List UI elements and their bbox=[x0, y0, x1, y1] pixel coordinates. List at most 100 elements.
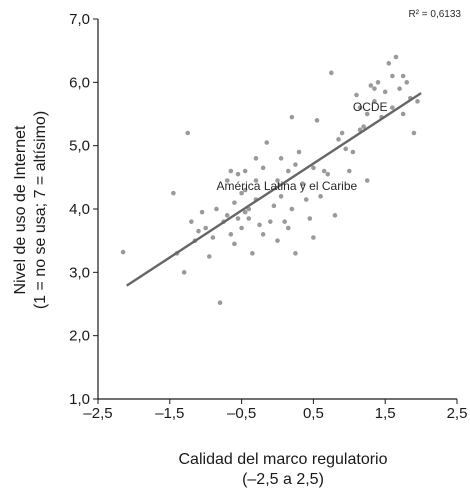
x-tick-label: 1,5 bbox=[375, 405, 396, 422]
r-squared-label: R² = 0,6133 bbox=[408, 9, 461, 20]
data-point bbox=[397, 86, 402, 91]
y-axis-title-line2: (1 = no se usa; 7 = altísimo) bbox=[32, 111, 49, 309]
data-point bbox=[339, 130, 345, 136]
data-point bbox=[224, 213, 230, 218]
x-tick-label: –0,5 bbox=[227, 405, 256, 422]
data-point bbox=[253, 156, 259, 161]
data-point bbox=[235, 171, 241, 177]
data-point bbox=[217, 300, 223, 306]
data-point bbox=[303, 197, 309, 202]
data-point bbox=[400, 73, 406, 79]
data-point bbox=[347, 168, 352, 174]
data-point bbox=[375, 80, 381, 85]
data-point bbox=[199, 209, 205, 215]
x-tick-label: –2,5 bbox=[83, 405, 112, 422]
data-point bbox=[285, 168, 291, 174]
data-point bbox=[271, 203, 277, 209]
data-point bbox=[332, 213, 338, 218]
data-point bbox=[289, 114, 295, 120]
data-point bbox=[390, 73, 395, 79]
data-point bbox=[242, 187, 248, 193]
data-point bbox=[285, 225, 291, 231]
trendline bbox=[126, 92, 422, 287]
data-point bbox=[329, 70, 334, 76]
data-point bbox=[181, 270, 187, 275]
data-point bbox=[275, 238, 280, 243]
data-point bbox=[260, 232, 266, 237]
data-point bbox=[206, 254, 212, 259]
data-point bbox=[411, 130, 417, 136]
x-axis-title-line1: Calidad del marco regulatorio bbox=[179, 451, 388, 468]
data-point bbox=[386, 61, 392, 66]
data-point bbox=[300, 181, 305, 186]
y-tick-label: 1,0 bbox=[69, 391, 90, 408]
data-point bbox=[415, 99, 420, 104]
data-point bbox=[224, 178, 230, 183]
data-point bbox=[311, 165, 316, 171]
data-point bbox=[268, 219, 273, 224]
data-point bbox=[275, 178, 280, 183]
y-tick-label: 5,0 bbox=[69, 138, 90, 155]
data-point bbox=[293, 162, 298, 167]
data-point bbox=[185, 130, 191, 136]
data-point bbox=[289, 206, 295, 212]
y-axis-ticks: 1,0 2,0 3,0 4,0 5,0 6,0 7,0 bbox=[69, 11, 98, 408]
data-point bbox=[400, 111, 406, 117]
data-point bbox=[382, 89, 388, 95]
data-point bbox=[314, 118, 320, 123]
data-point bbox=[325, 171, 331, 177]
data-point bbox=[278, 156, 284, 161]
data-point bbox=[318, 194, 323, 199]
data-point bbox=[228, 232, 234, 237]
y-tick-label: 7,0 bbox=[69, 11, 90, 28]
data-point bbox=[210, 235, 216, 240]
data-point bbox=[214, 206, 219, 212]
data-point bbox=[257, 222, 262, 228]
data-point bbox=[336, 137, 341, 142]
data-point bbox=[364, 178, 370, 183]
data-point bbox=[343, 146, 349, 152]
data-point bbox=[120, 249, 126, 255]
data-point bbox=[321, 168, 327, 174]
data-point bbox=[390, 105, 395, 110]
x-axis-title-line2: (–2,5 a 2,5) bbox=[242, 471, 324, 488]
data-point bbox=[296, 149, 302, 155]
data-point bbox=[393, 54, 399, 60]
data-point bbox=[235, 216, 241, 221]
data-point bbox=[307, 216, 313, 221]
data-point bbox=[189, 219, 194, 224]
data-point bbox=[232, 241, 237, 247]
data-point bbox=[372, 99, 377, 104]
x-tick-label: –1,5 bbox=[155, 405, 184, 422]
data-point bbox=[239, 225, 244, 231]
points-layer bbox=[120, 54, 420, 306]
data-point bbox=[293, 251, 298, 256]
data-point bbox=[196, 228, 201, 234]
data-point bbox=[253, 178, 259, 183]
data-point bbox=[404, 80, 410, 85]
data-point bbox=[282, 219, 287, 224]
data-point bbox=[361, 124, 366, 129]
y-tick-label: 3,0 bbox=[69, 264, 90, 281]
data-point bbox=[242, 209, 248, 215]
data-point bbox=[239, 190, 244, 196]
data-point bbox=[203, 225, 208, 231]
data-point bbox=[232, 200, 237, 205]
data-point bbox=[354, 92, 359, 98]
y-axis-title-line1: Nivel de uso de Internet bbox=[12, 125, 29, 295]
data-point bbox=[311, 235, 316, 240]
y-tick-label: 4,0 bbox=[69, 201, 90, 218]
data-point bbox=[171, 190, 176, 196]
annotation-oecd: OCDE bbox=[353, 100, 388, 114]
data-point bbox=[368, 83, 374, 88]
data-point bbox=[350, 149, 356, 155]
data-point bbox=[372, 86, 377, 91]
x-tick-label: 0,5 bbox=[303, 405, 324, 422]
data-point bbox=[250, 251, 255, 256]
data-point bbox=[264, 140, 270, 145]
y-tick-label: 2,0 bbox=[69, 328, 90, 345]
data-point bbox=[246, 216, 252, 221]
data-point bbox=[278, 194, 284, 199]
data-point bbox=[260, 165, 266, 171]
